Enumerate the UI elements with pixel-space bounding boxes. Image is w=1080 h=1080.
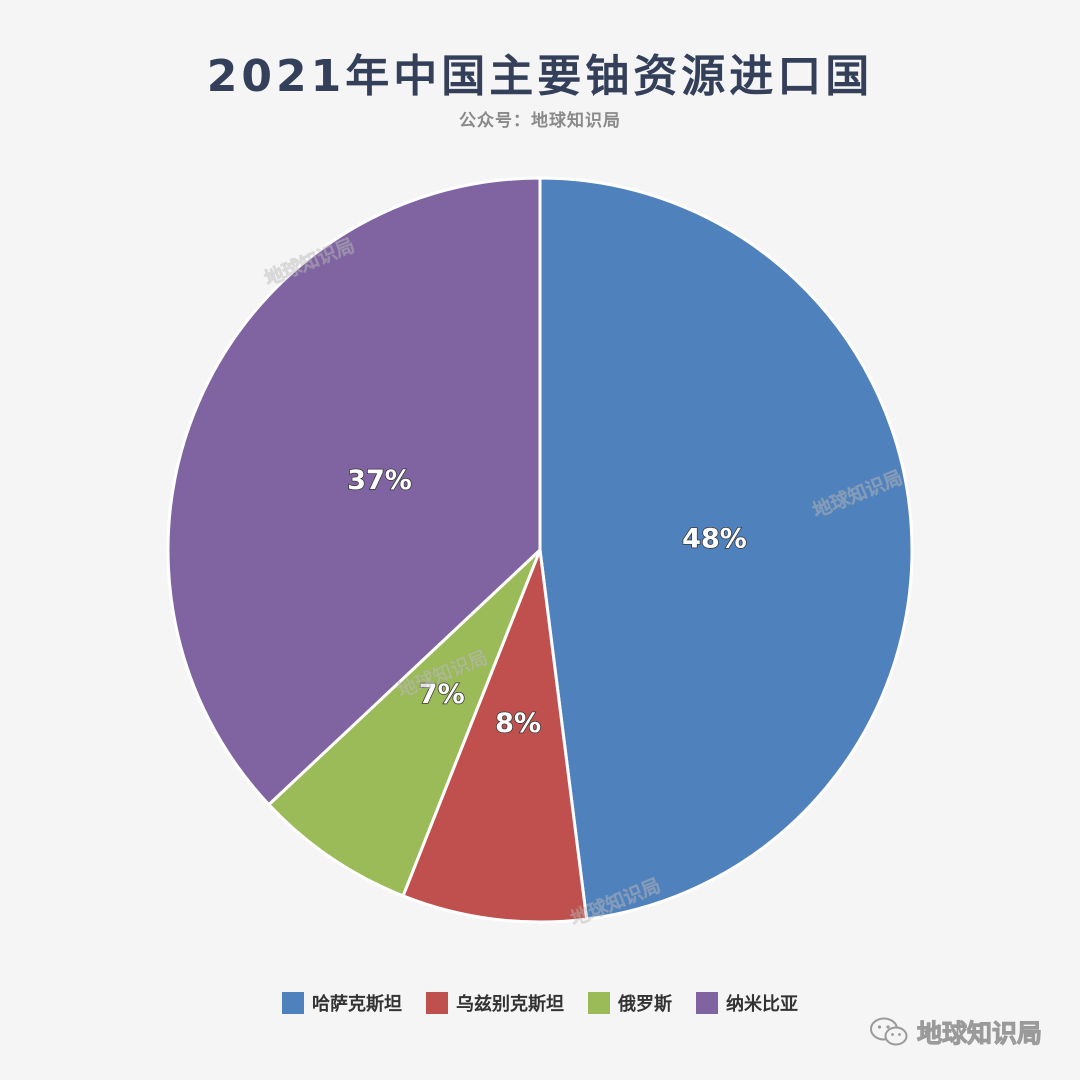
legend-item-3: 纳米比亚 [696, 990, 798, 1016]
pie-slices [166, 176, 914, 924]
legend-item-2: 俄罗斯 [588, 990, 672, 1016]
legend-swatch-2 [588, 992, 610, 1014]
pie-slice-1 [401, 548, 589, 924]
wechat-icon [869, 1017, 908, 1046]
legend-label-2: 俄罗斯 [618, 994, 672, 1015]
chart-title: 2021年中国主要铀资源进口国 [206, 51, 874, 102]
legend-label-3: 纳米比亚 [726, 994, 798, 1015]
legend-label-0: 哈萨克斯坦 [312, 994, 402, 1015]
pie-slice-labels: 48% 8% 7% 37% [346, 464, 747, 739]
pie-slice-2 [267, 548, 542, 898]
pie-slice-0 [538, 176, 914, 921]
chart-subtitle: 公众号：地球知识局 [459, 111, 621, 131]
pie-slice-label-3: 37% [347, 465, 412, 496]
pie-slice-3 [166, 176, 542, 807]
legend-item-1: 乌兹别克斯坦 [426, 990, 564, 1016]
legend-swatch-0 [282, 992, 304, 1014]
chart-legend: 哈萨克斯坦 乌兹别克斯坦 俄罗斯 纳米比亚 [0, 990, 1080, 1016]
pie-slice-label-2: 7% [419, 679, 465, 710]
legend-item-0: 哈萨克斯坦 [282, 990, 402, 1016]
pie-slice-label-1: 8% [495, 708, 541, 739]
legend-swatch-1 [426, 992, 448, 1014]
pie-slice-label-0: 48% [682, 524, 747, 555]
legend-label-1: 乌兹别克斯坦 [456, 994, 564, 1015]
brand-text: 地球知识局 [916, 1019, 1042, 1049]
legend-swatch-3 [696, 992, 718, 1014]
brand-watermark: 地球知识局 [869, 1014, 1043, 1050]
